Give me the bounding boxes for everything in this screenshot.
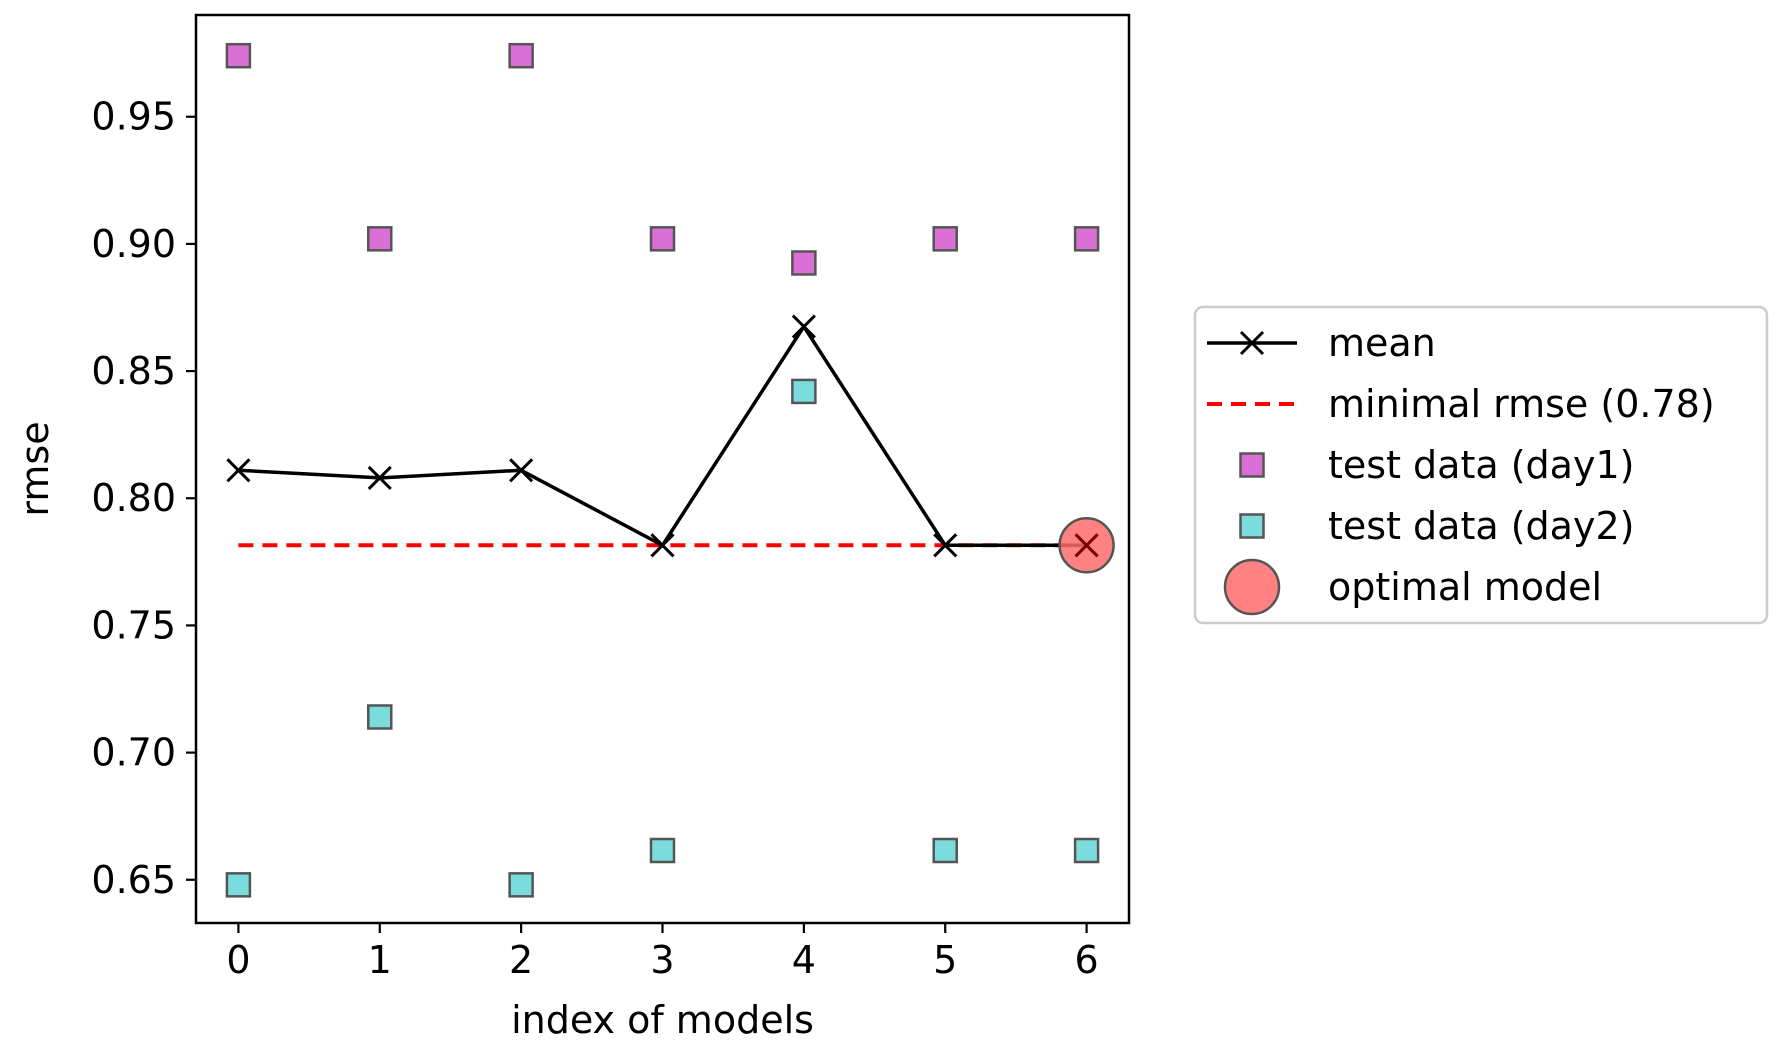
day1-point <box>1073 226 1100 252</box>
legend-label: test data (day1) <box>1328 443 1634 487</box>
x-tick-label: 2 <box>509 938 533 982</box>
x-axis-label: index of models <box>511 998 814 1042</box>
mean-line <box>238 324 1087 548</box>
legend-box <box>1193 305 1769 625</box>
legend-label: mean <box>1328 321 1436 365</box>
day2-point <box>367 704 393 730</box>
y-axis-label: rmse <box>13 421 57 516</box>
day2-point <box>932 837 958 864</box>
mean-point <box>367 465 392 490</box>
y-tick-label: 0.75 <box>91 603 176 647</box>
optimal-mean-point <box>1074 533 1099 558</box>
x-tick-label: 6 <box>1074 938 1098 982</box>
y-tick-label: 0.95 <box>91 95 176 139</box>
mean-point <box>509 458 534 483</box>
day1-point <box>225 42 252 69</box>
mean-point <box>933 533 958 558</box>
legend-day1-swatch <box>1239 452 1265 478</box>
legend-day2-swatch <box>1239 513 1265 539</box>
legend-label: minimal rmse (0.78) <box>1328 382 1715 426</box>
day1-point <box>649 226 676 252</box>
x-tick-label: 0 <box>226 938 250 982</box>
x-tick-label: 5 <box>933 938 957 982</box>
legend-optimal-swatch <box>1223 558 1281 616</box>
day1-point <box>932 226 958 252</box>
y-tick-label: 0.80 <box>91 476 176 520</box>
legend-label: test data (day2) <box>1328 504 1634 548</box>
day1-point <box>791 250 817 276</box>
day1-point <box>367 226 393 252</box>
day2-point <box>649 837 676 864</box>
mean-point <box>650 533 675 558</box>
y-tick-label: 0.90 <box>91 222 176 266</box>
mean-point <box>226 458 251 483</box>
day2-point <box>1073 837 1100 864</box>
plot-frame <box>194 13 1131 925</box>
plot-area <box>225 42 1115 898</box>
day2-point <box>791 378 817 405</box>
legend-mean-marker <box>1239 330 1265 356</box>
y-tick-label: 0.85 <box>91 349 176 393</box>
day1-point <box>508 42 534 69</box>
x-tick-label: 3 <box>650 938 674 982</box>
x-tick-label: 4 <box>792 938 816 982</box>
legend-label: optimal model <box>1328 565 1602 609</box>
day2-point <box>225 872 252 898</box>
y-tick-label: 0.70 <box>91 731 176 775</box>
y-tick-label: 0.65 <box>91 858 176 902</box>
legend: mean minimal rmse (0.78) test data (day1) t… <box>1193 305 1769 625</box>
x-tick-label: 1 <box>368 938 392 982</box>
day2-point <box>508 872 534 898</box>
axes: 0 1 2 3 4 5 6 0.65 0.70 0.75 0.80 0.85 0.90 0.95 index… <box>13 13 1131 1042</box>
mean-point <box>791 314 816 339</box>
